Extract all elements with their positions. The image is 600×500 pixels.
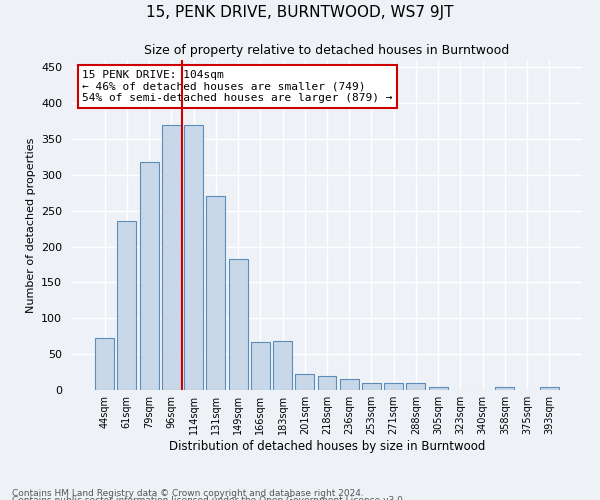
Bar	[496, 387, 514, 390]
Bar	[162, 124, 181, 390]
Bar	[317, 376, 337, 390]
Title: Size of property relative to detached houses in Burntwood: Size of property relative to detached ho…	[145, 44, 509, 58]
X-axis label: Distribution of detached houses by size in Burntwood: Distribution of detached houses by size …	[169, 440, 485, 453]
Bar	[540, 387, 559, 390]
Bar	[384, 383, 403, 390]
Text: 15 PENK DRIVE: 104sqm
← 46% of detached houses are smaller (749)
54% of semi-det: 15 PENK DRIVE: 104sqm ← 46% of detached …	[82, 70, 392, 103]
Bar	[251, 342, 270, 390]
Bar	[140, 162, 158, 390]
Y-axis label: Number of detached properties: Number of detached properties	[26, 138, 35, 312]
Bar	[340, 379, 359, 390]
Bar	[184, 124, 203, 390]
Bar	[429, 387, 448, 390]
Bar	[273, 341, 292, 390]
Text: Contains HM Land Registry data © Crown copyright and database right 2024.: Contains HM Land Registry data © Crown c…	[12, 488, 364, 498]
Bar	[118, 220, 136, 390]
Bar	[362, 383, 381, 390]
Bar	[95, 338, 114, 390]
Bar	[406, 383, 425, 390]
Bar	[206, 196, 225, 390]
Bar	[295, 374, 314, 390]
Bar	[229, 258, 248, 390]
Text: 15, PENK DRIVE, BURNTWOOD, WS7 9JT: 15, PENK DRIVE, BURNTWOOD, WS7 9JT	[146, 5, 454, 20]
Text: Contains public sector information licensed under the Open Government Licence v3: Contains public sector information licen…	[12, 496, 406, 500]
